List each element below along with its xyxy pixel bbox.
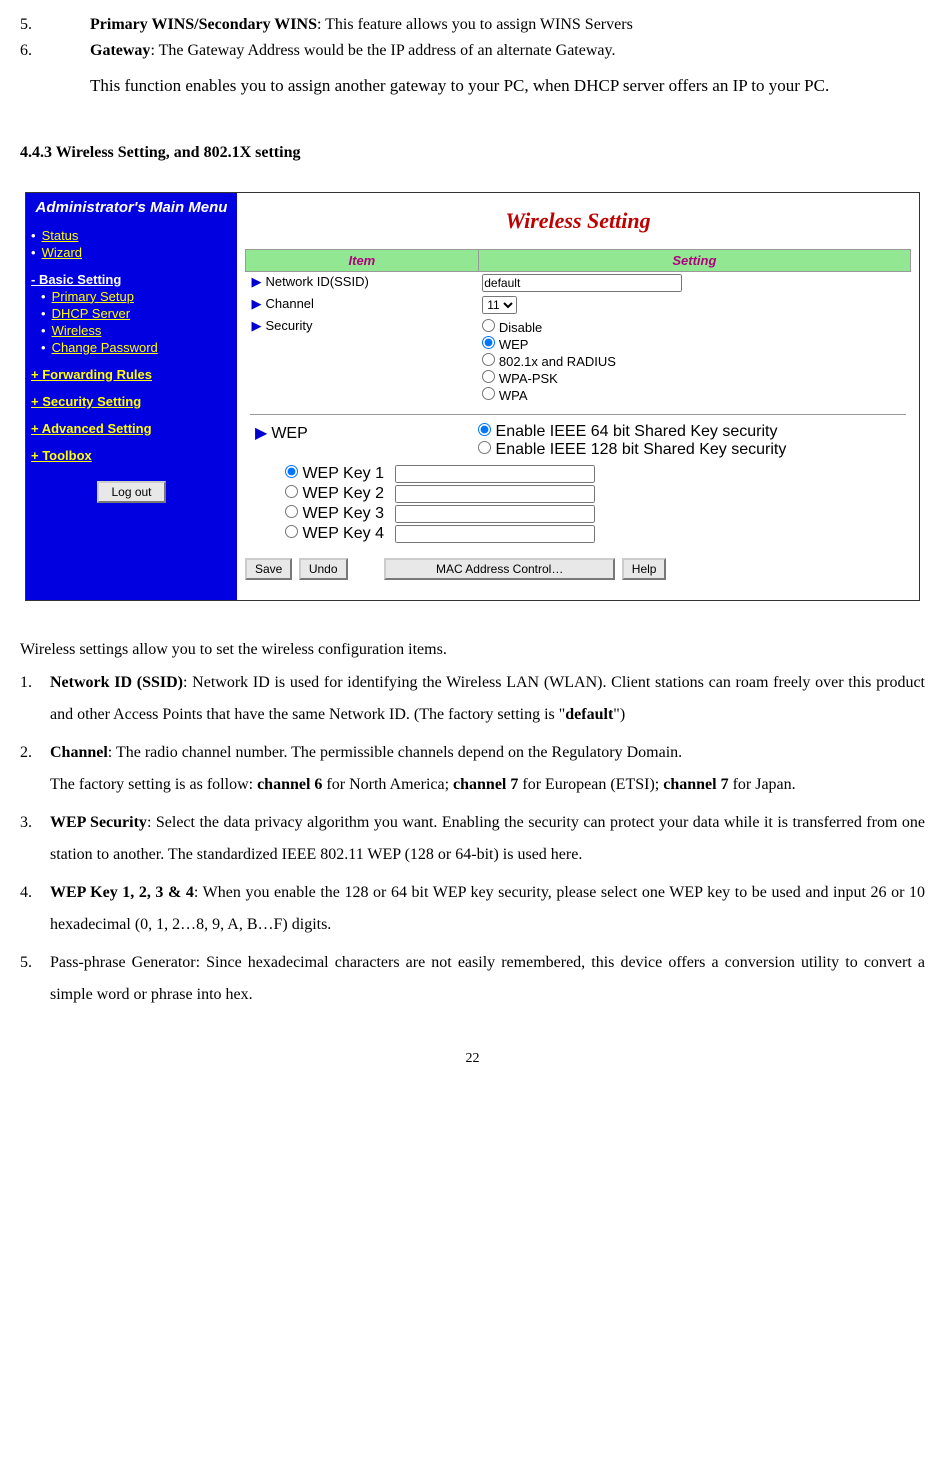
wep-mode-option[interactable]: Enable IEEE 128 bit Shared Key security — [478, 441, 911, 459]
nav-section[interactable]: + Security Setting — [31, 394, 232, 409]
top-list-item: 5.Primary WINS/Secondary WINS: This feat… — [20, 14, 925, 36]
security-option[interactable]: Disable — [482, 319, 906, 335]
wep-mode-radio[interactable] — [478, 441, 491, 454]
ssid-input[interactable] — [482, 274, 682, 292]
separator — [250, 414, 906, 415]
main-panel: Wireless Setting Item Setting ▶ Network I… — [237, 193, 919, 600]
security-option[interactable]: WEP — [482, 336, 906, 352]
logout-button[interactable]: Log out — [97, 481, 165, 503]
wep-key-row: WEP Key 2 — [245, 485, 911, 503]
security-option[interactable]: WPA — [482, 387, 906, 403]
col-item: Item — [246, 250, 479, 272]
panel-title: Wireless Setting — [245, 208, 911, 234]
save-button[interactable]: Save — [245, 558, 292, 580]
desc-list-item: 1.Network ID (SSID): Network ID is used … — [20, 667, 925, 731]
security-radio[interactable] — [482, 353, 495, 366]
gateway-paragraph: This function enables you to assign anot… — [90, 67, 925, 104]
router-screenshot: Administrator's Main Menu Status Wizard -… — [25, 192, 920, 601]
button-bar: Save Undo MAC Address Control… Help — [245, 558, 911, 595]
arrow-icon: ▶ — [252, 296, 262, 311]
section-heading: 4.4.3 Wireless Setting, and 802.1X setti… — [20, 144, 925, 162]
channel-label: Channel — [266, 296, 314, 311]
wep-key-radio[interactable] — [285, 525, 298, 538]
wep-label: WEP — [271, 425, 307, 442]
desc-intro: Wireless settings allow you to set the w… — [20, 641, 925, 659]
nav-section[interactable]: + Advanced Setting — [31, 421, 232, 436]
security-radio[interactable] — [482, 370, 495, 383]
ssid-label: Network ID(SSID) — [266, 274, 369, 289]
mac-button[interactable]: MAC Address Control… — [384, 558, 615, 580]
wep-key-row: WEP Key 1 — [245, 465, 911, 483]
arrow-icon: ▶ — [252, 274, 262, 289]
arrow-icon: ▶ — [252, 318, 262, 333]
channel-select[interactable]: 11 — [482, 296, 517, 314]
desc-list-item: 5.Pass-phrase Generator: Since hexadecim… — [20, 947, 925, 1011]
nav-change-password[interactable]: Change Password — [52, 340, 158, 355]
col-setting: Setting — [478, 250, 910, 272]
wep-key-row: WEP Key 3 — [245, 505, 911, 523]
wep-key-row: WEP Key 4 — [245, 525, 911, 543]
desc-list-item: 3.WEP Security: Select the data privacy … — [20, 807, 925, 871]
sidebar: Administrator's Main Menu Status Wizard -… — [26, 193, 237, 600]
nav-section[interactable]: + Forwarding Rules — [31, 367, 232, 382]
desc-list-item: 2.Channel: The radio channel number. The… — [20, 737, 925, 801]
security-option[interactable]: 802.1x and RADIUS — [482, 353, 906, 369]
security-radio[interactable] — [482, 319, 495, 332]
wep-mode-option[interactable]: Enable IEEE 64 bit Shared Key security — [478, 423, 911, 441]
desc-list-item: 4.WEP Key 1, 2, 3 & 4: When you enable t… — [20, 877, 925, 941]
wep-mode-radio[interactable] — [478, 423, 491, 436]
nav-section[interactable]: + Toolbox — [31, 448, 232, 463]
wep-key-radio[interactable] — [285, 485, 298, 498]
nav-dhcp-server[interactable]: DHCP Server — [52, 306, 131, 321]
page-number: 22 — [20, 1051, 925, 1067]
nav-wizard[interactable]: Wizard — [42, 245, 82, 260]
help-button[interactable]: Help — [622, 558, 667, 580]
arrow-icon: ▶ — [255, 425, 267, 442]
security-radio[interactable] — [482, 387, 495, 400]
wep-key-radio[interactable] — [285, 505, 298, 518]
security-option[interactable]: WPA-PSK — [482, 370, 906, 386]
nav-status[interactable]: Status — [42, 228, 79, 243]
undo-button[interactable]: Undo — [299, 558, 348, 580]
nav-wireless[interactable]: Wireless — [52, 323, 102, 338]
security-radio[interactable] — [482, 336, 495, 349]
top-list-item: 6.Gateway: The Gateway Address would be … — [20, 40, 925, 62]
security-label: Security — [266, 318, 313, 333]
sidebar-title: Administrator's Main Menu — [31, 198, 232, 218]
wep-key-input[interactable] — [395, 525, 595, 543]
wep-key-input[interactable] — [395, 505, 595, 523]
nav-primary-setup[interactable]: Primary Setup — [52, 289, 134, 304]
wep-key-input[interactable] — [395, 465, 595, 483]
wep-key-radio[interactable] — [285, 465, 298, 478]
settings-table: Item Setting ▶Network ID(SSID) ▶Channel … — [245, 249, 911, 406]
wep-key-input[interactable] — [395, 485, 595, 503]
nav-basic-setting[interactable]: - Basic Setting — [31, 272, 232, 287]
